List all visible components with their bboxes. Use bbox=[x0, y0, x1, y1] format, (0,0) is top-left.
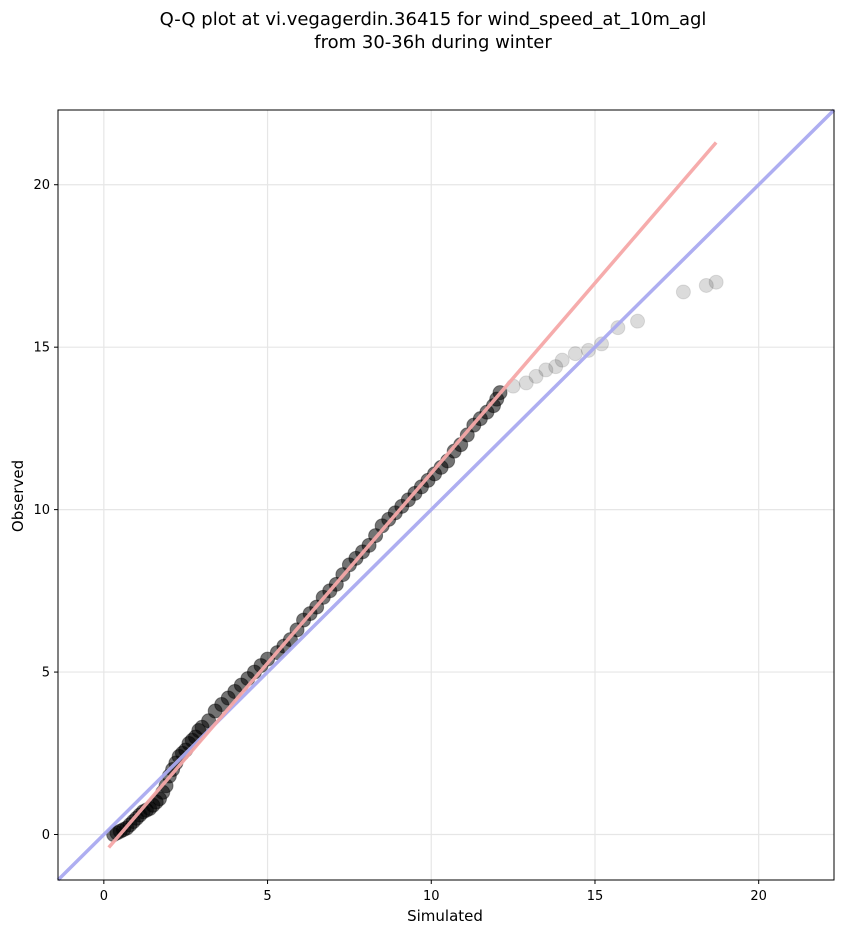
y-tick-label-3: 15 bbox=[33, 341, 50, 356]
y-tick-label-4: 20 bbox=[33, 178, 50, 193]
lines-layer bbox=[56, 108, 836, 882]
y-tick-label-0: 0 bbox=[42, 828, 50, 843]
data-point-78 bbox=[548, 359, 564, 375]
plot-area-frame bbox=[57, 109, 835, 881]
points-layer bbox=[106, 274, 724, 843]
x-axis-label: Simulated bbox=[407, 907, 483, 925]
data-point-82 bbox=[594, 336, 610, 352]
reference-line bbox=[56, 108, 836, 882]
data-point-84 bbox=[630, 313, 646, 329]
y-axis-label: Observed bbox=[9, 460, 27, 532]
data-point-80 bbox=[567, 346, 583, 362]
grid-lines bbox=[58, 110, 834, 880]
data-point-85 bbox=[675, 284, 691, 300]
x-axis-ticks: 0 5 10 15 20 bbox=[100, 880, 767, 904]
x-tick-label-3: 15 bbox=[587, 889, 604, 904]
y-tick-label-2: 10 bbox=[33, 503, 50, 518]
data-point-86 bbox=[698, 277, 714, 293]
y-axis-ticks: 0 5 10 15 20 bbox=[33, 178, 58, 843]
data-point-75 bbox=[518, 375, 534, 391]
chart-title-line-1: Q-Q plot at vi.vegagerdin.36415 for wind… bbox=[160, 9, 707, 30]
data-point-77 bbox=[538, 362, 554, 378]
data-point-83 bbox=[610, 320, 626, 336]
data-point-87 bbox=[708, 274, 724, 290]
data-point-79 bbox=[554, 352, 570, 368]
x-tick-label-0: 0 bbox=[100, 889, 108, 904]
x-tick-label-1: 5 bbox=[263, 889, 271, 904]
data-point-76 bbox=[528, 368, 544, 384]
fit-line bbox=[107, 141, 718, 849]
x-tick-label-4: 20 bbox=[750, 889, 767, 904]
x-tick-label-2: 10 bbox=[423, 889, 440, 904]
chart-title-line-2: from 30-36h during winter bbox=[314, 32, 552, 53]
y-tick-label-1: 5 bbox=[42, 666, 50, 681]
data-point-81 bbox=[580, 342, 596, 358]
